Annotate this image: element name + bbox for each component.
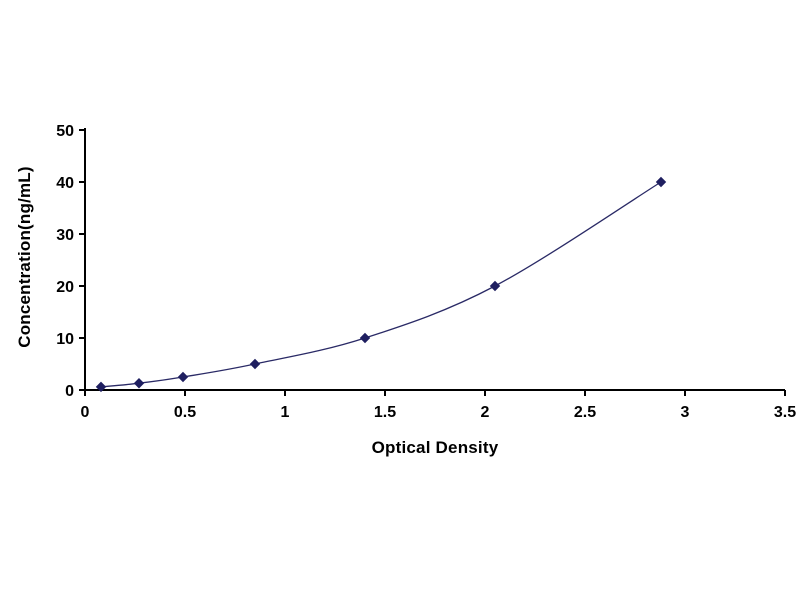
y-tick-label: 40 [56,175,74,192]
data-point-marker [359,332,371,344]
y-tick-label: 20 [56,279,74,296]
x-tick-label: 3 [681,404,690,421]
x-tick-label: 1.5 [374,404,396,421]
y-tick-label: 50 [56,123,74,140]
standard-curve-line [100,181,662,388]
data-point-marker [489,280,501,292]
x-tick-label: 3.5 [774,404,796,421]
y-tick-label: 10 [56,331,74,348]
y-tick-label: 30 [56,227,74,244]
data-point-marker [133,378,145,389]
x-tick-label: 2.5 [574,404,596,421]
x-axis-title: Optical Density [371,438,499,457]
y-axis-title: Concentration(ng/mL) [15,166,34,348]
x-tick-label: 0 [81,404,90,421]
data-point-marker [177,371,189,383]
y-tick-label: 0 [65,383,74,400]
x-tick-label: 1 [281,404,290,421]
x-tick-label: 2 [481,404,490,421]
x-tick-label: 0.5 [174,404,196,421]
data-point-marker [95,381,107,393]
data-point-marker [249,358,261,370]
data-point-marker [655,176,667,188]
